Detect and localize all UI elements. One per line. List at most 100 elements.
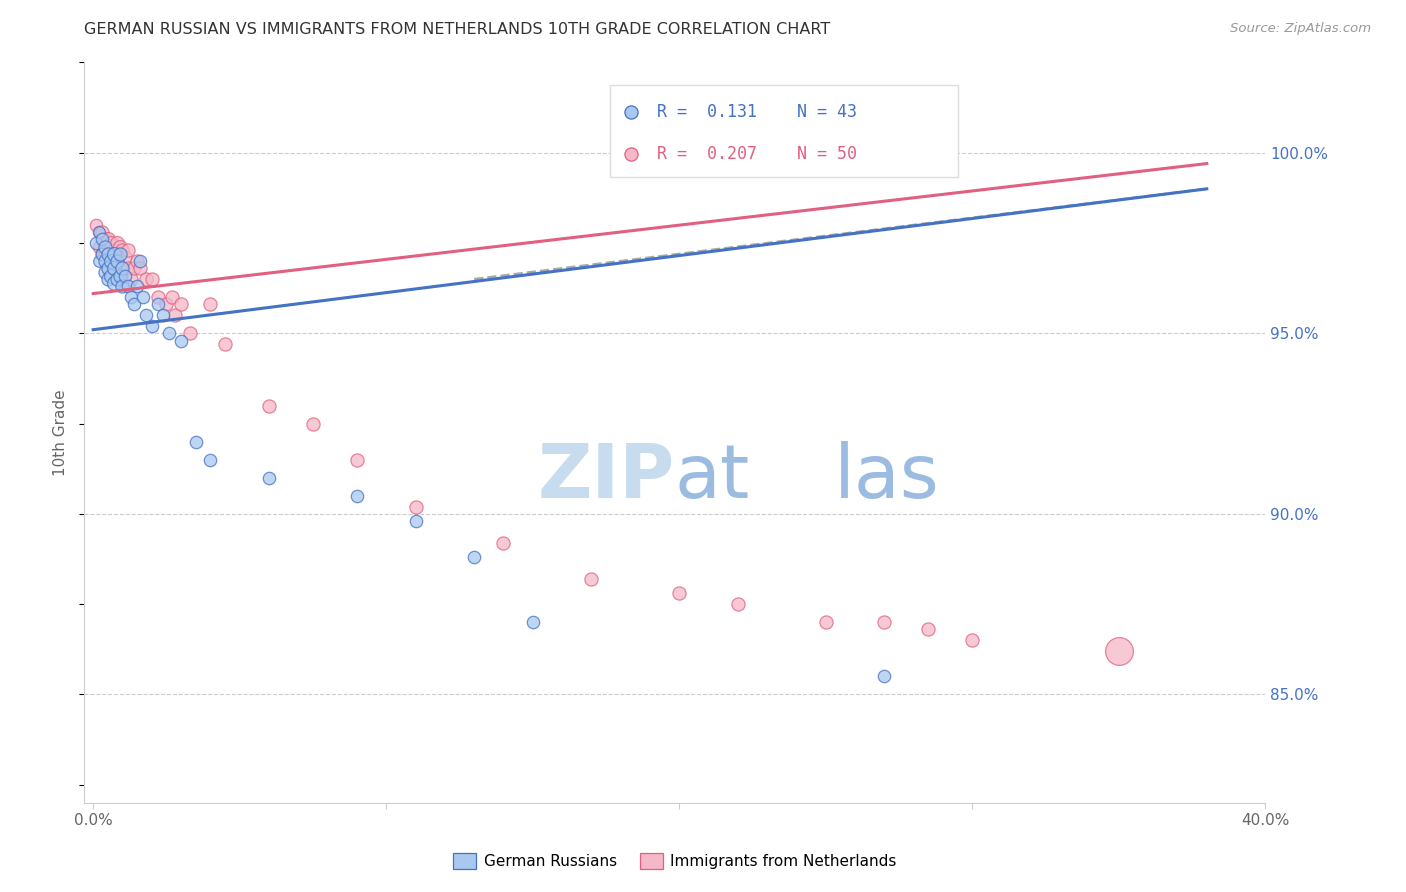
Point	[91, 232, 114, 246]
Point	[162, 290, 184, 304]
Point	[94, 254, 117, 268]
Point	[103, 261, 125, 276]
Point	[108, 268, 131, 283]
Point	[94, 239, 117, 253]
Point	[100, 254, 122, 268]
Point	[127, 254, 149, 268]
Text: ZIP: ZIP	[537, 441, 675, 514]
Point	[97, 272, 120, 286]
FancyBboxPatch shape	[610, 85, 959, 178]
Point	[962, 633, 984, 648]
Point	[84, 218, 107, 232]
Point	[100, 254, 122, 268]
Point	[108, 239, 131, 253]
Point	[94, 244, 117, 258]
Point	[103, 244, 125, 258]
Text: GERMAN RUSSIAN VS IMMIGRANTS FROM NETHERLANDS 10TH GRADE CORRELATION CHART: GERMAN RUSSIAN VS IMMIGRANTS FROM NETHER…	[84, 22, 831, 37]
Point	[97, 247, 120, 261]
Point	[120, 290, 142, 304]
Point	[97, 247, 120, 261]
Point	[100, 235, 122, 250]
Point	[87, 225, 110, 239]
Text: las: las	[834, 441, 941, 514]
Point	[346, 452, 368, 467]
Point	[91, 225, 114, 239]
Point	[405, 500, 427, 514]
Point	[97, 261, 120, 276]
Point	[1108, 644, 1130, 658]
Point	[105, 272, 128, 286]
Point	[463, 550, 485, 565]
Point	[257, 399, 280, 413]
Point	[668, 586, 690, 600]
Point	[155, 297, 177, 311]
Point	[91, 247, 114, 261]
Point	[114, 268, 136, 283]
Point	[100, 268, 122, 283]
Point	[522, 615, 544, 630]
Point	[97, 261, 120, 276]
Point	[97, 232, 120, 246]
Point	[87, 254, 110, 268]
Point	[179, 326, 201, 341]
Point	[200, 452, 222, 467]
Point	[108, 261, 131, 276]
Point	[122, 261, 145, 276]
Point	[492, 535, 515, 549]
Point	[727, 597, 749, 611]
Point	[87, 239, 110, 253]
Point	[111, 279, 134, 293]
Point	[94, 265, 117, 279]
Point	[132, 290, 155, 304]
Point	[917, 623, 939, 637]
Point	[103, 276, 125, 290]
Point	[129, 261, 152, 276]
Point	[103, 261, 125, 276]
Point	[152, 308, 174, 322]
Point	[94, 232, 117, 246]
Point	[108, 247, 131, 261]
Point	[346, 489, 368, 503]
Point	[405, 514, 427, 528]
Point	[127, 279, 149, 293]
Text: R =  0.131    N = 43: R = 0.131 N = 43	[657, 103, 858, 121]
Point	[129, 254, 152, 268]
Point	[157, 326, 180, 341]
Point	[135, 272, 157, 286]
Point	[184, 434, 207, 449]
Point	[111, 261, 134, 276]
Point	[135, 308, 157, 322]
Point	[257, 471, 280, 485]
Point	[141, 319, 163, 334]
Point	[117, 279, 139, 293]
Point	[117, 244, 139, 258]
Point	[105, 254, 128, 268]
Point	[214, 337, 236, 351]
Point	[105, 254, 128, 268]
Point	[141, 272, 163, 286]
Point	[581, 572, 603, 586]
Point	[814, 615, 837, 630]
Point	[120, 272, 142, 286]
Point	[165, 308, 187, 322]
Point	[87, 225, 110, 239]
Text: Source: ZipAtlas.com: Source: ZipAtlas.com	[1230, 22, 1371, 36]
Point	[84, 235, 107, 250]
Point	[114, 251, 136, 265]
Point	[111, 261, 134, 276]
Point	[170, 334, 193, 348]
Point	[302, 417, 325, 431]
Text: at: at	[675, 441, 751, 514]
Point	[170, 297, 193, 311]
Point	[146, 290, 169, 304]
Point	[111, 244, 134, 258]
Legend: German Russians, Immigrants from Netherlands: German Russians, Immigrants from Netherl…	[447, 847, 903, 875]
Y-axis label: 10th Grade: 10th Grade	[53, 389, 69, 476]
Point	[117, 261, 139, 276]
Point	[873, 615, 896, 630]
Point	[200, 297, 222, 311]
Point	[873, 669, 896, 683]
Text: R =  0.207    N = 50: R = 0.207 N = 50	[657, 145, 858, 162]
Point	[103, 247, 125, 261]
Point	[105, 235, 128, 250]
